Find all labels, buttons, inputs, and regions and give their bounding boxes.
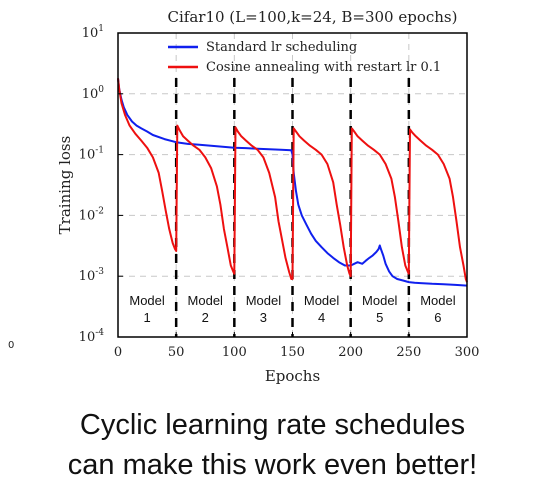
- x-tick-label: 250: [396, 345, 421, 360]
- series-lines: [117, 78, 468, 287]
- left-edge-tick-fragment: 0: [8, 340, 15, 351]
- y-tick-label: 101: [82, 24, 104, 41]
- chart-title: Cifar10 (L=100,k=24, B=300 epochs): [168, 8, 458, 26]
- y-tick-label: 100: [82, 85, 105, 102]
- x-axis-label: Epochs: [265, 367, 320, 385]
- x-tick-label: 0: [114, 345, 122, 360]
- x-tick-label: 50: [168, 345, 185, 360]
- model-label: Model: [246, 293, 282, 308]
- x-tick-label: 100: [222, 345, 247, 360]
- caption-line-1: Cyclic learning rate schedules: [79, 409, 466, 441]
- y-axis-label: Training loss: [56, 136, 74, 235]
- model-labels: Model 1 Model 2 Model 3 Model 4 Model 5 Model 6: [129, 293, 455, 325]
- model-label: Model: [129, 293, 165, 308]
- model-number: 1: [143, 310, 150, 325]
- caption-line-2: can make this work even better!: [67, 449, 478, 481]
- y-tick-label: 10-4: [79, 328, 105, 345]
- series-line-cosine: [117, 78, 468, 283]
- legend-label-standard: Standard lr scheduling: [206, 40, 357, 55]
- model-label: Model: [362, 293, 398, 308]
- model-label: Model: [188, 293, 224, 308]
- model-label: Model: [420, 293, 456, 308]
- model-number: 4: [318, 310, 325, 325]
- y-tick-label: 10-2: [79, 206, 104, 223]
- y-ticks: 101 100 10-1 10-2 10-3 10-4: [79, 24, 123, 345]
- training-loss-chart: Model 1 Model 2 Model 3 Model 4 Model 5 Model 6 0 50…: [56, 8, 480, 385]
- x-tick-label: 300: [455, 345, 480, 360]
- model-number: 3: [260, 310, 267, 325]
- legend-label-cosine: Cosine annealing with restart lr 0.1: [206, 60, 441, 75]
- legend: Standard lr scheduling Cosine annealing …: [168, 40, 441, 75]
- model-number: 5: [376, 310, 383, 325]
- model-number: 6: [434, 310, 441, 325]
- y-tick-label: 10-3: [79, 267, 105, 284]
- y-tick-label: 10-1: [79, 146, 104, 163]
- model-label: Model: [304, 293, 340, 308]
- x-tick-label: 150: [280, 345, 305, 360]
- x-ticks: 0 50 100 150 200 250 300: [114, 332, 480, 360]
- model-number: 2: [202, 310, 209, 325]
- x-tick-label: 200: [338, 345, 363, 360]
- series-line-standard: [117, 78, 468, 287]
